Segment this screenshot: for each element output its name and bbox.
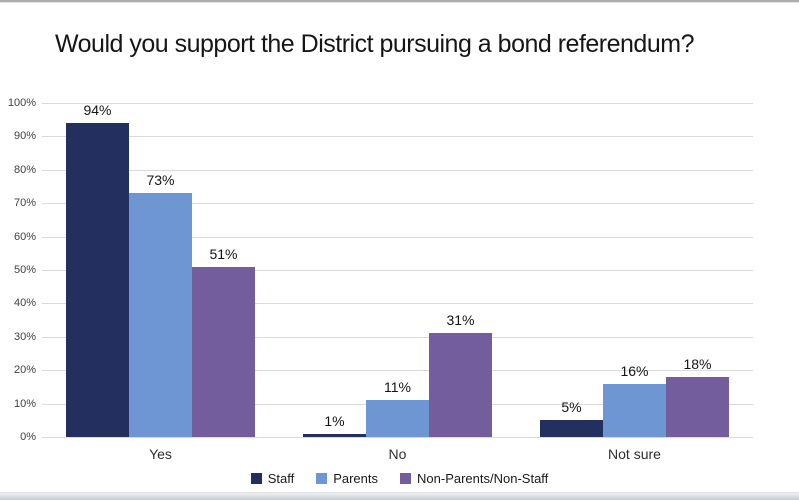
y-tick-label: 80% bbox=[13, 163, 36, 176]
legend-item-non-parents-non-staff: Non-Parents/Non-Staff bbox=[400, 471, 548, 486]
gridline bbox=[42, 103, 753, 104]
legend-swatch-non-parents-non-staff bbox=[400, 473, 412, 484]
plot-area: 94% 73% 51% 1% 11% 31% 5% 16% 18% bbox=[42, 102, 753, 438]
gridline bbox=[42, 270, 753, 271]
bar-staff-not-sure: 5% bbox=[540, 399, 603, 437]
y-axis: 100% 90% 80% 70% 60% 50% 40% 30% 20% 10% 0% bbox=[0, 97, 36, 443]
bar-parents-not-sure: 16% bbox=[603, 363, 666, 437]
bar-group-no: 1% 11% 31% bbox=[279, 103, 516, 437]
y-tick-label: 70% bbox=[13, 197, 36, 210]
y-tick-label: 100% bbox=[7, 97, 36, 109]
bar-value-label: 51% bbox=[209, 245, 238, 262]
y-tick-label: 10% bbox=[13, 397, 36, 410]
category-label-yes: Yes bbox=[149, 446, 172, 462]
bar-parents-no: 11% bbox=[366, 379, 429, 437]
bar-group-not-sure: 5% 16% 18% bbox=[516, 103, 753, 437]
gridline bbox=[42, 437, 753, 438]
gridline bbox=[42, 203, 753, 205]
gridline bbox=[42, 336, 753, 338]
gridline bbox=[42, 169, 753, 171]
bar-value-label: 73% bbox=[146, 172, 175, 189]
gridline bbox=[42, 236, 753, 238]
legend-label: Staff bbox=[267, 471, 295, 486]
y-tick-label: 90% bbox=[13, 130, 36, 143]
y-tick-label: 60% bbox=[13, 230, 36, 243]
y-tick-label: 30% bbox=[13, 330, 36, 343]
legend-label: Non-Parents/Non-Staff bbox=[417, 471, 549, 486]
category-label-no: No bbox=[388, 446, 407, 462]
window-bottom-edge bbox=[0, 492, 799, 500]
bar-group-yes: 94% 73% 51% bbox=[42, 102, 279, 437]
y-tick-label: 0% bbox=[20, 431, 36, 443]
bar-staff-yes: 94% bbox=[66, 102, 129, 437]
gridline bbox=[42, 303, 753, 305]
y-tick-label: 20% bbox=[13, 364, 36, 377]
bar-value-label: 11% bbox=[384, 379, 411, 396]
gridline bbox=[42, 136, 753, 138]
bar-non-parents-non-staff-not-sure: 18% bbox=[666, 356, 729, 437]
bar-value-label: 5% bbox=[561, 399, 582, 416]
y-tick-label: 40% bbox=[13, 297, 36, 310]
legend-item-staff: Staff bbox=[250, 471, 295, 486]
bar-parents-yes: 73% bbox=[129, 172, 192, 437]
legend-swatch-staff bbox=[250, 473, 262, 484]
legend-item-parents: Parents bbox=[316, 471, 378, 486]
bar-value-label: 1% bbox=[324, 412, 345, 429]
category-label-not-sure: Not sure bbox=[608, 446, 661, 462]
y-tick-label: 50% bbox=[13, 264, 36, 276]
bar-value-label: 16% bbox=[620, 362, 649, 379]
window-top-edge bbox=[0, 0, 799, 3]
bar-staff-no: 1% bbox=[303, 413, 366, 437]
legend-label: Parents bbox=[333, 471, 379, 486]
gridline bbox=[42, 370, 753, 372]
bar-value-label: 31% bbox=[446, 312, 475, 329]
x-axis: Yes No Not sure bbox=[42, 446, 753, 466]
bar-value-label: 18% bbox=[683, 355, 712, 372]
legend: Staff Parents Non-Parents/Non-Staff bbox=[0, 471, 799, 486]
bar-non-parents-non-staff-no: 31% bbox=[429, 312, 492, 437]
bar-value-label: 94% bbox=[83, 102, 112, 119]
bar-non-parents-non-staff-yes: 51% bbox=[192, 246, 255, 437]
legend-swatch-parents bbox=[316, 473, 328, 484]
chart-title: Would you support the District pursuing … bbox=[55, 30, 694, 58]
